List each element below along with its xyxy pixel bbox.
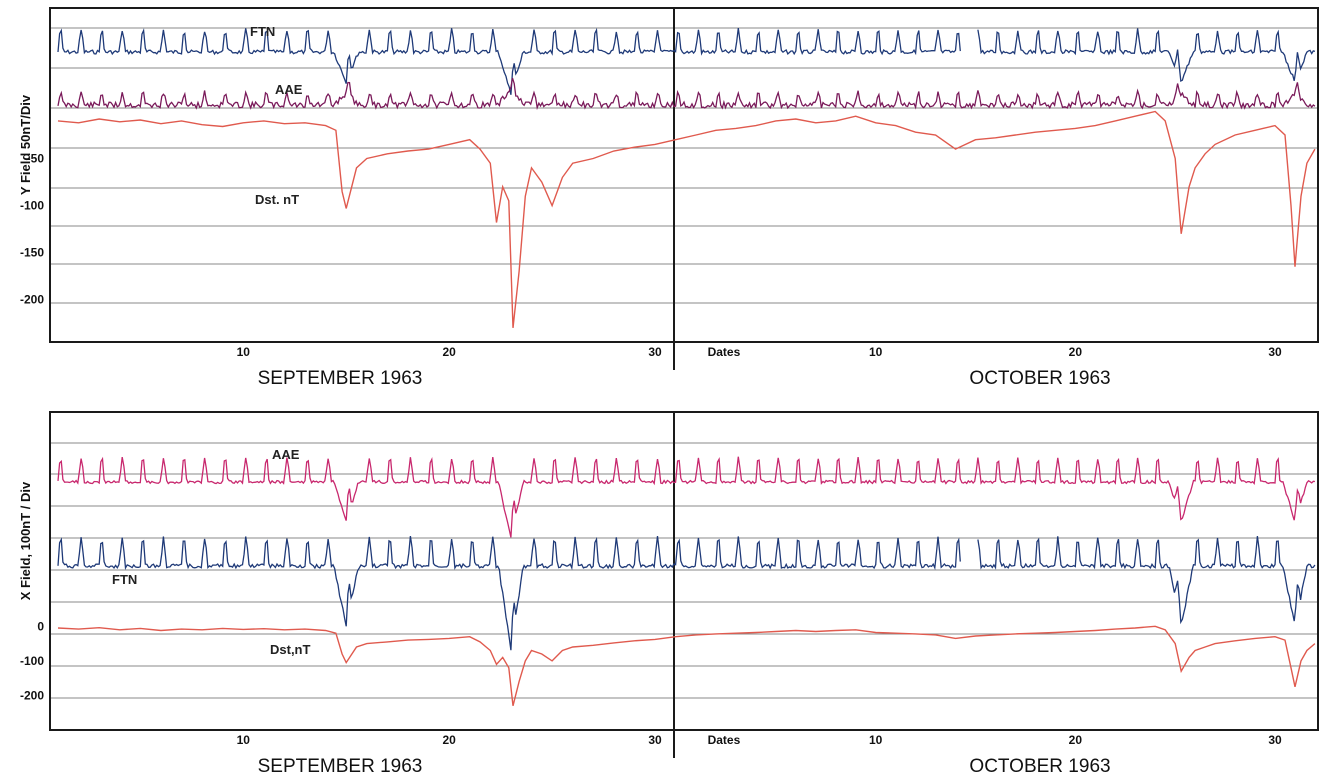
x-tick-label: 20	[1069, 733, 1083, 747]
x-tick-label: 30	[648, 345, 662, 359]
month-label: SEPTEMBER 1963	[258, 368, 423, 389]
x-tick-label: 10	[237, 345, 251, 359]
dst-label: Dst,nT	[270, 642, 311, 657]
y-tick-label: -200	[20, 293, 44, 307]
month-label: SEPTEMBER 1963	[258, 756, 423, 777]
month-label: OCTOBER 1963	[969, 368, 1110, 389]
x-tick-label: Dates	[708, 733, 741, 747]
y-axis-label: X Field, 100nT / Div	[18, 481, 33, 600]
x-tick-label: 30	[648, 733, 662, 747]
aae-label: AAE	[272, 447, 300, 462]
y-tick-label: 0	[37, 619, 44, 633]
dst-series	[57, 625, 1316, 706]
x-tick-label: 20	[442, 345, 456, 359]
x-tick-label: 10	[869, 345, 883, 359]
dst-label: Dst. nT	[255, 192, 299, 207]
y-tick-label: -50	[27, 152, 45, 166]
x-tick-label: 30	[1268, 733, 1282, 747]
ftn-series	[57, 536, 1316, 651]
ftn-label: FTN	[250, 24, 275, 39]
y-tick-label: -100	[20, 199, 44, 213]
ftn-series	[57, 27, 1316, 95]
x-tick-label: 30	[1268, 345, 1282, 359]
y-axis-label: Y Field 50nT/Div	[18, 94, 33, 195]
bottom-panel: 0 -100 -200 X Field, 100nT / Div 10 20 30 Dates…	[18, 411, 1319, 777]
ftn-label: FTN	[112, 572, 137, 587]
plot-frame	[49, 411, 1319, 731]
aae-series	[57, 456, 1315, 538]
aae-label: AAE	[275, 82, 303, 97]
aae-series	[57, 77, 1316, 111]
x-tick-label: 20	[1069, 345, 1083, 359]
y-tick-label: -150	[20, 246, 44, 260]
x-tick-label: 20	[442, 733, 456, 747]
dst-series	[57, 110, 1316, 328]
y-tick-label: -100	[20, 654, 44, 668]
plot-frame	[49, 7, 1319, 343]
y-tick-label: -200	[20, 688, 44, 702]
x-tick-label: 10	[237, 733, 251, 747]
month-label: OCTOBER 1963	[969, 756, 1110, 777]
x-tick-label: 10	[869, 733, 883, 747]
top-panel: -50 -100 -150 -200 Y Field 50nT/Div 10 20 30 Dat…	[18, 7, 1319, 389]
x-tick-label: Dates	[708, 345, 741, 359]
